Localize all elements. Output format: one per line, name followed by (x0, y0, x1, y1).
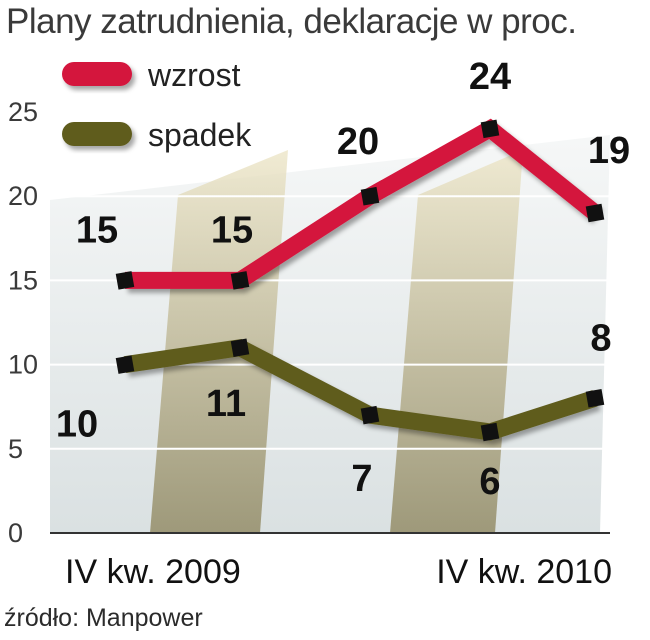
data-point-spadek (115, 355, 135, 374)
series-lines (115, 118, 605, 442)
data-point-wzrost (115, 271, 135, 290)
data-point-wzrost (360, 186, 380, 206)
x-axis: IV kw. 2009 IV kw. 2010 (65, 553, 612, 591)
data-label-wzrost: 15 (76, 209, 118, 251)
plot-background (50, 135, 610, 533)
data-point-wzrost (230, 271, 250, 290)
y-tick-label: 5 (8, 434, 23, 464)
x-tick-label: IV kw. 2010 (436, 553, 612, 591)
y-tick-label: 0 (8, 518, 23, 548)
data-label-spadek: 11 (206, 383, 246, 425)
y-tick-label: 25 (8, 97, 38, 127)
legend-label-spadek: spadek (148, 117, 252, 153)
data-point-spadek (230, 338, 250, 358)
data-point-wzrost (585, 203, 605, 223)
y-axis: 0 5 10 15 20 25 (8, 97, 610, 548)
data-label-spadek: 7 (351, 458, 372, 500)
data-point-wzrost (480, 119, 500, 139)
chart-title: Plany zatrudnienia, deklaracje w proc. (6, 2, 577, 41)
data-label-wzrost: 24 (469, 56, 511, 98)
y-tick-label: 10 (8, 350, 38, 380)
legend: wzrost spadek (62, 57, 252, 153)
legend-swatch-wzrost (62, 62, 132, 86)
background-stripe (150, 150, 288, 533)
legend-label-wzrost: wzrost (147, 57, 241, 93)
legend-swatch-spadek (62, 122, 132, 146)
data-point-spadek (480, 422, 500, 442)
data-label-spadek: 6 (479, 461, 500, 503)
data-labels: 15 15 20 24 19 10 11 7 6 8 (56, 56, 630, 503)
data-point-spadek (360, 405, 380, 425)
data-label-spadek: 8 (590, 317, 611, 359)
data-label-spadek: 10 (56, 404, 98, 446)
data-label-wzrost: 15 (211, 209, 253, 251)
data-label-wzrost: 19 (588, 130, 630, 172)
y-tick-label: 15 (8, 265, 38, 295)
source-note: źródło: Manpower (4, 604, 203, 632)
data-point-spadek (585, 389, 605, 408)
data-label-wzrost: 20 (337, 121, 379, 163)
y-tick-label: 20 (8, 181, 38, 211)
x-tick-label: IV kw. 2009 (65, 553, 241, 591)
